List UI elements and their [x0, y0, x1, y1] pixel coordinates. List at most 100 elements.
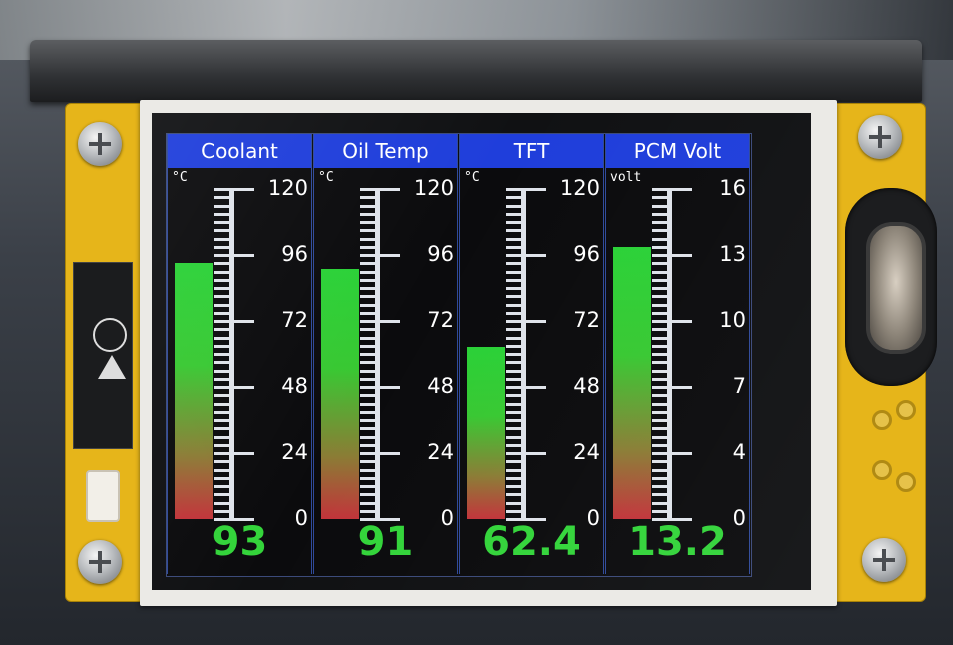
gauge-minor-tick [360, 295, 380, 299]
solder-pad [872, 460, 892, 480]
gauge-minor-tick [360, 353, 380, 356]
gauge-minor-tick [652, 443, 672, 447]
gauge-minor-tick [214, 402, 234, 406]
gauge-tick-label: 0 [440, 506, 454, 530]
gauge-tick-label: 24 [573, 440, 600, 464]
gauge-minor-tick [652, 493, 672, 497]
gauge-minor-tick [214, 212, 234, 216]
gauge-minor-tick [360, 328, 380, 332]
gauge-minor-tick [360, 229, 380, 233]
gauge-minor-tick [214, 435, 234, 439]
gauge-minor-tick [506, 262, 526, 266]
gauge-tick-label: 96 [281, 242, 308, 266]
gauge-major-tick [506, 452, 546, 455]
gauge-minor-tick [360, 419, 380, 422]
gauge-minor-tick [506, 427, 526, 431]
gauge-minor-tick [652, 344, 672, 348]
gauge-minor-tick [506, 410, 526, 414]
gauge-minor-tick [652, 287, 672, 290]
gauge-bar [613, 246, 651, 519]
gauge-tick-label: 48 [281, 374, 308, 398]
gauge-minor-tick [360, 361, 380, 365]
gauge-major-tick [506, 254, 546, 257]
gauge-minor-tick [360, 311, 380, 315]
gauge-title: PCM Volt [606, 134, 749, 168]
gauge-title: Oil Temp [314, 134, 457, 168]
gauge-minor-tick [214, 509, 234, 513]
gauge-minor-tick [506, 468, 526, 472]
gauge-tick-label: 0 [732, 506, 746, 530]
gauge-unit: volt [610, 170, 642, 185]
gauge-minor-tick [214, 196, 234, 200]
gauge-minor-tick [506, 221, 526, 224]
gauge-minor-tick [652, 476, 672, 480]
gauge-major-tick [652, 518, 692, 521]
gauge-tick-label: 96 [427, 242, 454, 266]
gauge-unit: °C [464, 170, 480, 185]
gauge-minor-tick [214, 353, 234, 356]
gauge-major-tick [652, 320, 692, 323]
gauge-minor-tick [652, 427, 672, 431]
gauge-major-tick [214, 518, 254, 521]
gauge-tick-label: 24 [427, 440, 454, 464]
gauge-minor-tick [652, 369, 672, 373]
gauge-major-tick [360, 386, 400, 389]
gauge-minor-tick [652, 485, 672, 488]
gauge-minor-tick [652, 204, 672, 208]
screw-icon [858, 115, 902, 159]
gauge-major-tick [506, 386, 546, 389]
gauge-minor-tick [652, 501, 672, 505]
gauge-tick-label: 120 [267, 176, 308, 200]
gauge-major-tick [214, 188, 254, 191]
warning-triangle-icon [98, 355, 126, 379]
gauge-minor-tick [506, 485, 526, 488]
gauge-minor-tick [214, 377, 234, 381]
gauge-tick-label: 4 [732, 440, 746, 464]
gauge-minor-tick [214, 410, 234, 414]
gauge-minor-tick [652, 311, 672, 315]
gauge-minor-tick [360, 427, 380, 431]
gauge-minor-tick [214, 460, 234, 464]
gauge-major-tick [652, 254, 692, 257]
gauge-minor-tick [506, 237, 526, 241]
gauge-tick-label: 120 [559, 176, 600, 200]
gauge-minor-tick [360, 245, 380, 249]
gauge-major-tick [506, 518, 546, 521]
gauge-minor-tick [652, 468, 672, 472]
gauge-minor-tick [506, 270, 526, 274]
gauge-minor-tick [506, 476, 526, 480]
gauge-minor-tick [360, 204, 380, 208]
gauge-minor-tick [652, 361, 672, 365]
gauge-minor-tick [360, 344, 380, 348]
gauge-major-tick [652, 188, 692, 191]
gauge-minor-tick [506, 353, 526, 356]
gauge-minor-tick [214, 361, 234, 365]
gauge-minor-tick [214, 221, 234, 224]
gauge-display: Coolant °C 120 96 72 48 24 0 93 Oil Temp °C 120 96 72… [166, 133, 752, 577]
gauge-bar [467, 347, 505, 519]
gauge-minor-tick [214, 295, 234, 299]
gauge-minor-tick [360, 476, 380, 480]
gauge-tick-label: 0 [294, 506, 308, 530]
gauge-major-tick [214, 452, 254, 455]
gauge-minor-tick [214, 485, 234, 488]
gauge-minor-tick [360, 460, 380, 464]
gauge-minor-tick [652, 377, 672, 381]
gauge-minor-tick [506, 377, 526, 381]
gauge-major-tick [360, 188, 400, 191]
gauge-tick-label: 72 [427, 308, 454, 332]
speaker-cone-icon [866, 222, 926, 354]
gauge-minor-tick [214, 229, 234, 233]
gauge-tick-label: 72 [281, 308, 308, 332]
gauge-minor-tick [360, 303, 380, 307]
sd-card-logo-icon [93, 318, 127, 352]
device-housing-top [30, 40, 922, 102]
gauge-tick-label: 72 [573, 308, 600, 332]
gauge-major-tick [506, 188, 546, 191]
gauge-minor-tick [506, 509, 526, 513]
gauge-minor-tick [506, 460, 526, 464]
gauge-minor-tick [214, 443, 234, 447]
gauge-minor-tick [506, 328, 526, 332]
screw-icon [78, 122, 122, 166]
gauge-minor-tick [652, 435, 672, 439]
